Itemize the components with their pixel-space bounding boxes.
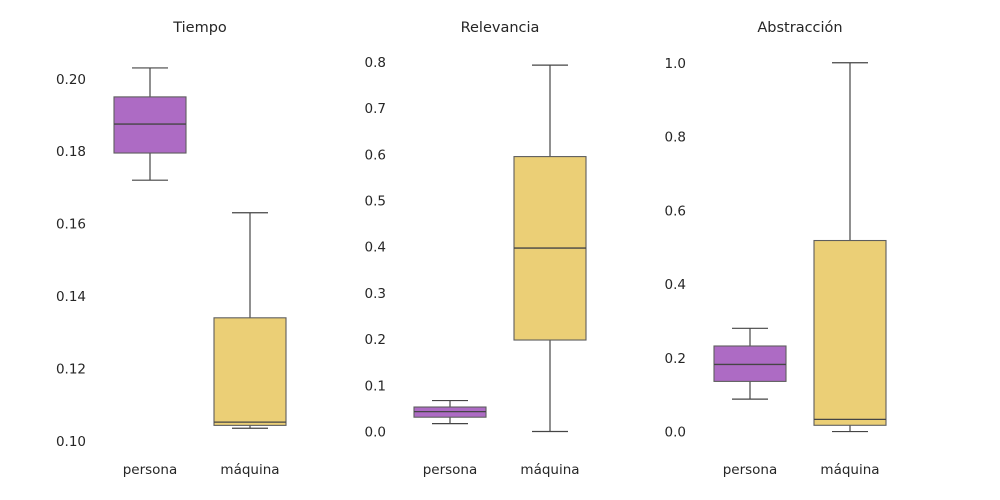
box-tiempo-maquina (213, 317, 287, 426)
panel-marks-tiempo: 0.10 0.12 0.14 0.16 0.18 0.20 persona máquina (56, 67, 287, 478)
x-category-label-persona: persona (123, 462, 178, 478)
x-category-label-persona: persona (723, 462, 778, 478)
y-tick-label: 0.18 (56, 144, 86, 160)
y-tick-label: 0.4 (365, 240, 386, 256)
y-tick-label: 0.4 (665, 277, 686, 293)
y-tick-label: 0.0 (665, 425, 686, 441)
y-tick-label: 0.16 (56, 217, 86, 233)
box-abstraccion-maquina (813, 239, 887, 426)
panel-title-abstraccion: Abstracción (757, 20, 842, 36)
panel-relevancia: Relevancia 0.0 0.1 0.2 0.3 0.4 0.5 0.6 0.7 0.8 pe… (365, 20, 587, 478)
y-tick-label: 0.10 (56, 434, 86, 450)
panel-title-tiempo: Tiempo (172, 20, 227, 36)
y-tick-label: 0.7 (365, 101, 386, 117)
y-tick-label: 0.2 (365, 332, 386, 348)
y-tick-label: 0.8 (665, 130, 686, 146)
x-category-label-persona: persona (423, 462, 478, 478)
y-tick-label: 0.8 (365, 55, 386, 71)
panel-title-relevancia: Relevancia (461, 20, 540, 36)
y-tick-label: 0.20 (56, 72, 86, 88)
x-category-label-maquina: máquina (520, 462, 579, 478)
box-abstraccion-persona (713, 345, 787, 382)
box-tiempo-persona (113, 96, 187, 154)
y-tick-label: 0.6 (665, 203, 686, 219)
y-tick-label: 0.3 (365, 286, 386, 302)
y-tick-label: 0.14 (56, 289, 86, 305)
panel-marks-relevancia: 0.0 0.1 0.2 0.3 0.4 0.5 0.6 0.7 0.8 persona máquin… (365, 55, 587, 478)
x-category-label-maquina: máquina (820, 462, 879, 478)
panel-tiempo: Tiempo 0.10 0.12 0.14 0.16 0.18 0.20 persona má… (56, 20, 287, 478)
y-tick-label: 0.2 (665, 351, 686, 367)
x-category-label-maquina: máquina (220, 462, 279, 478)
y-tick-label: 0.0 (365, 425, 386, 441)
panel-marks-abstraccion: 0.0 0.2 0.4 0.6 0.8 1.0 persona máquina (665, 56, 887, 478)
y-tick-label: 0.1 (365, 378, 386, 394)
y-tick-label: 0.5 (365, 193, 386, 209)
panel-abstraccion: Abstracción 0.0 0.2 0.4 0.6 0.8 1.0 persona máq… (665, 20, 887, 478)
y-tick-label: 0.12 (56, 362, 86, 378)
y-tick-label: 1.0 (665, 56, 686, 72)
y-tick-label: 0.6 (365, 147, 386, 163)
